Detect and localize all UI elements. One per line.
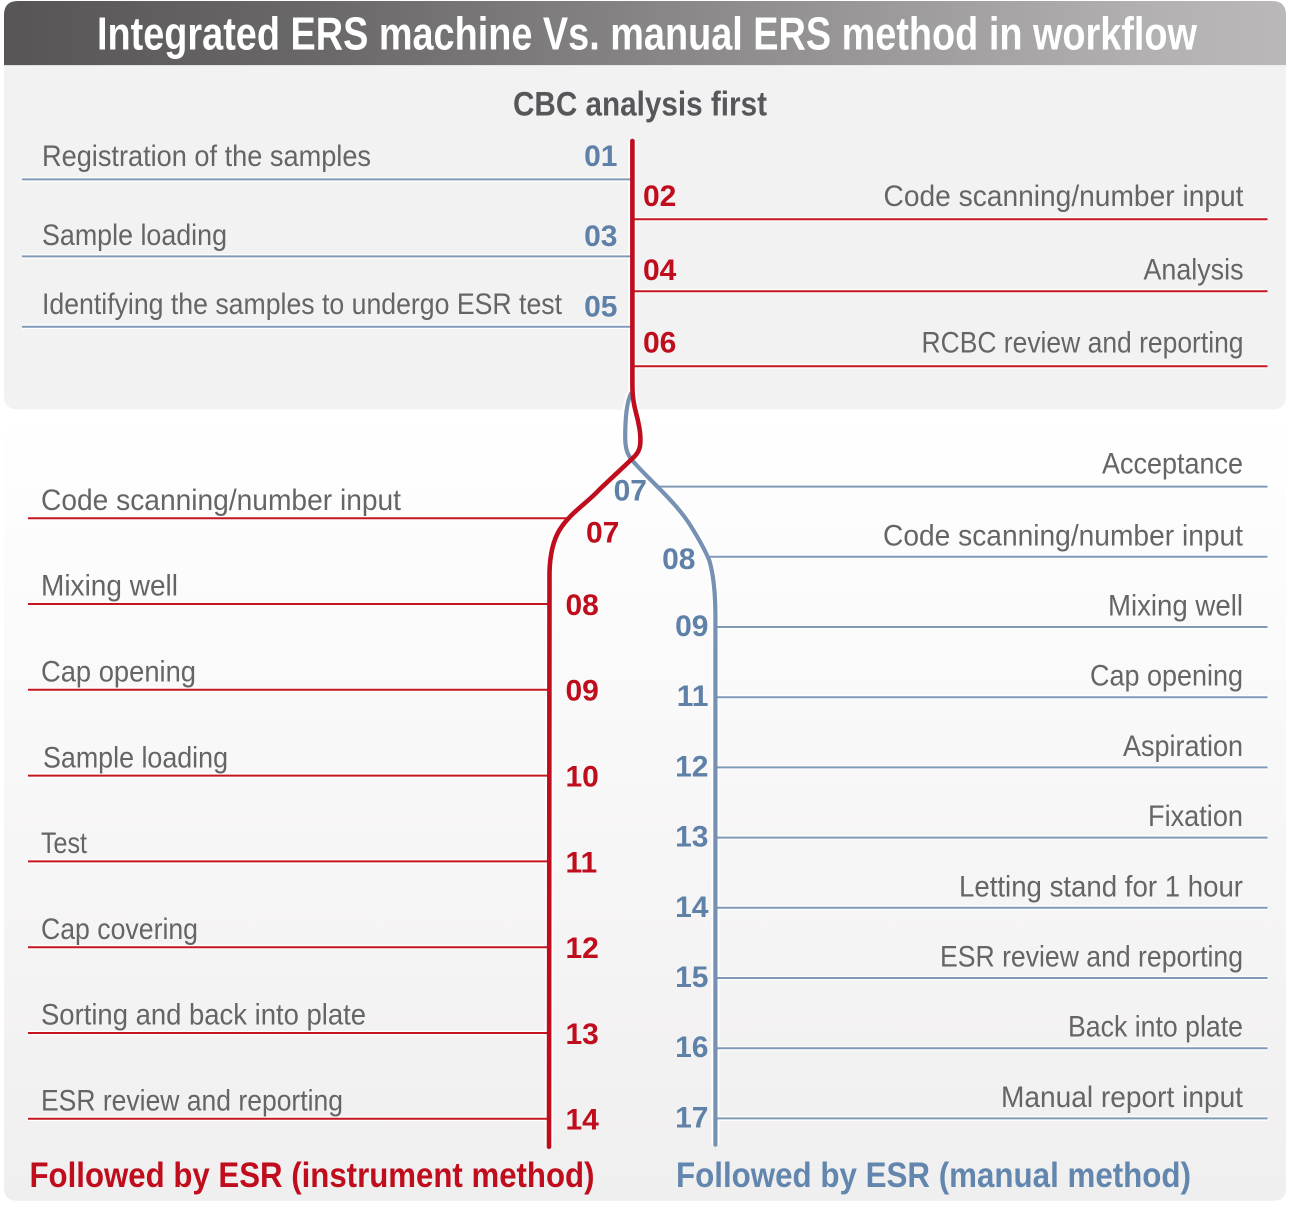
svg-text:15: 15 bbox=[675, 961, 708, 994]
svg-text:Code scanning/number input: Code scanning/number input bbox=[41, 484, 402, 517]
svg-text:RCBC review and reporting: RCBC review and reporting bbox=[922, 327, 1244, 360]
svg-text:Manual report input: Manual report input bbox=[1001, 1081, 1244, 1114]
svg-text:08: 08 bbox=[566, 589, 599, 622]
svg-text:Sample loading: Sample loading bbox=[42, 219, 227, 252]
svg-text:Identifying the samples to und: Identifying the samples to undergo ESR t… bbox=[42, 288, 563, 321]
svg-text:ESR review and reporting: ESR review and reporting bbox=[41, 1085, 343, 1118]
svg-text:Registration of the samples: Registration of the samples bbox=[42, 140, 371, 173]
svg-text:08: 08 bbox=[662, 543, 695, 576]
svg-text:Mixing well: Mixing well bbox=[41, 570, 178, 603]
svg-text:Code scanning/number input: Code scanning/number input bbox=[884, 180, 1245, 213]
svg-text:Back into plate: Back into plate bbox=[1068, 1011, 1243, 1044]
svg-text:07: 07 bbox=[614, 475, 647, 508]
svg-text:06: 06 bbox=[643, 327, 676, 360]
svg-text:11: 11 bbox=[566, 846, 598, 879]
svg-text:Sorting and back into plate: Sorting and back into plate bbox=[41, 999, 366, 1032]
svg-text:01: 01 bbox=[584, 140, 617, 173]
svg-text:Sample loading: Sample loading bbox=[43, 741, 228, 774]
svg-text:05: 05 bbox=[584, 291, 617, 324]
svg-text:14: 14 bbox=[566, 1104, 600, 1137]
svg-text:09: 09 bbox=[675, 610, 708, 643]
svg-text:CBC analysis first: CBC analysis first bbox=[513, 86, 767, 124]
svg-text:Acceptance: Acceptance bbox=[1102, 448, 1243, 481]
svg-text:ESR review and reporting: ESR review and reporting bbox=[940, 941, 1243, 974]
svg-text:14: 14 bbox=[675, 891, 709, 924]
svg-text:04: 04 bbox=[643, 254, 677, 287]
svg-text:Fixation: Fixation bbox=[1148, 800, 1243, 833]
svg-text:10: 10 bbox=[566, 761, 599, 794]
svg-text:09: 09 bbox=[566, 675, 599, 708]
svg-text:13: 13 bbox=[566, 1018, 599, 1051]
svg-text:Aspiration: Aspiration bbox=[1123, 730, 1243, 763]
svg-text:Test: Test bbox=[41, 827, 88, 860]
svg-text:Integrated ERS machine Vs. man: Integrated ERS machine Vs. manual ERS me… bbox=[97, 8, 1197, 60]
svg-text:Followed by ESR (instrument me: Followed by ESR (instrument method) bbox=[30, 1156, 595, 1195]
svg-text:11: 11 bbox=[677, 680, 709, 713]
svg-text:16: 16 bbox=[675, 1031, 708, 1064]
svg-text:13: 13 bbox=[675, 821, 708, 854]
svg-text:Code scanning/number input: Code scanning/number input bbox=[883, 519, 1244, 552]
svg-text:Cap opening: Cap opening bbox=[1090, 660, 1243, 693]
svg-text:Letting stand for 1 hour: Letting stand for 1 hour bbox=[959, 870, 1243, 903]
svg-text:07: 07 bbox=[586, 516, 619, 549]
svg-text:02: 02 bbox=[643, 180, 676, 213]
svg-text:03: 03 bbox=[584, 220, 617, 253]
svg-text:Analysis: Analysis bbox=[1144, 254, 1244, 287]
svg-text:Followed by ESR (manual method: Followed by ESR (manual method) bbox=[676, 1156, 1191, 1195]
svg-text:12: 12 bbox=[675, 750, 708, 783]
svg-text:Cap covering: Cap covering bbox=[41, 913, 198, 946]
svg-text:Cap opening: Cap opening bbox=[41, 656, 196, 689]
svg-text:Mixing well: Mixing well bbox=[1108, 590, 1243, 623]
svg-text:12: 12 bbox=[566, 932, 599, 965]
svg-text:17: 17 bbox=[675, 1101, 708, 1134]
